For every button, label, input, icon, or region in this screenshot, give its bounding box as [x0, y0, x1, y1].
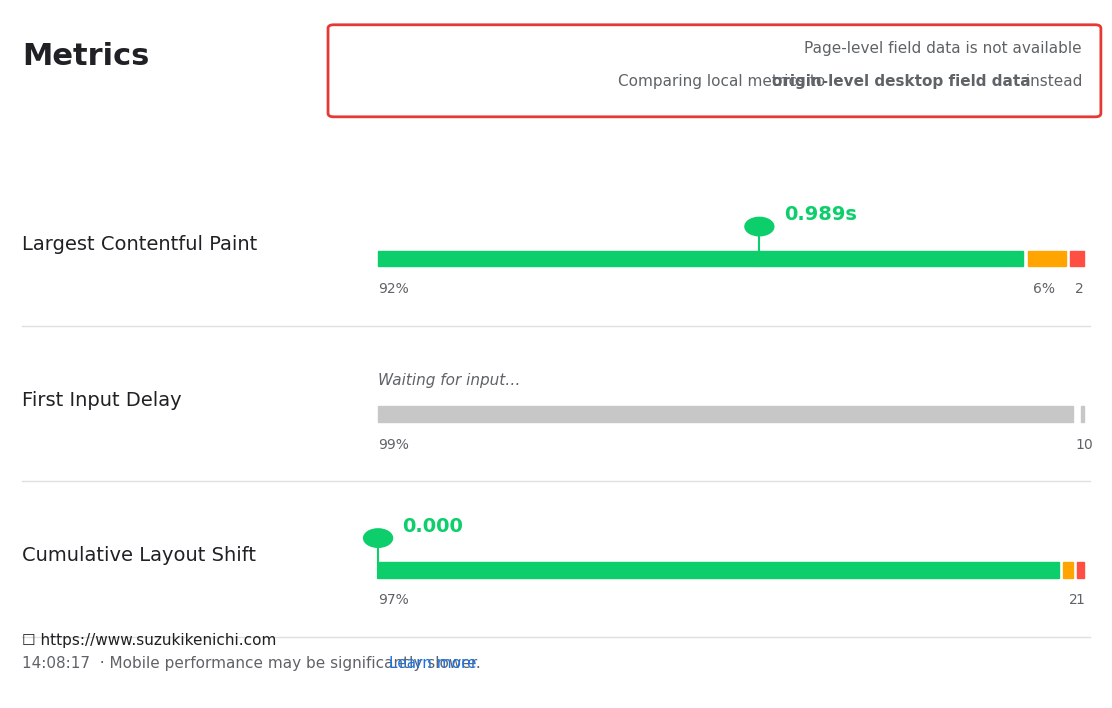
Text: Cumulative Layout Shift: Cumulative Layout Shift — [22, 547, 256, 565]
Text: instead: instead — [1021, 74, 1082, 89]
Text: 2: 2 — [1069, 593, 1078, 607]
Text: 2: 2 — [1075, 282, 1084, 296]
Text: 0: 0 — [1083, 438, 1092, 452]
Text: 92%: 92% — [378, 282, 409, 296]
Text: Comparing local metrics to: Comparing local metrics to — [618, 74, 831, 89]
Bar — [378, 251, 1023, 266]
Text: origin-level desktop field data: origin-level desktop field data — [772, 74, 1031, 89]
Circle shape — [364, 529, 393, 547]
Text: Largest Contentful Paint: Largest Contentful Paint — [22, 235, 258, 253]
FancyBboxPatch shape — [328, 25, 1101, 117]
Text: 6%: 6% — [1033, 282, 1055, 296]
Text: Metrics: Metrics — [22, 42, 150, 72]
Text: Waiting for input…: Waiting for input… — [378, 372, 520, 388]
Text: 1: 1 — [1075, 438, 1084, 452]
Bar — [1070, 251, 1084, 266]
Circle shape — [745, 217, 774, 236]
Bar — [1063, 562, 1073, 578]
Text: ☐ https://www.suzukikenichi.com: ☐ https://www.suzukikenichi.com — [22, 632, 277, 648]
Text: Learn more: Learn more — [389, 656, 477, 671]
Text: 97%: 97% — [378, 593, 409, 607]
Text: 0.000: 0.000 — [403, 517, 464, 535]
Bar — [378, 562, 1059, 578]
Bar — [1027, 251, 1065, 266]
Bar — [378, 406, 1073, 422]
Text: First Input Delay: First Input Delay — [22, 391, 182, 409]
Text: 0.989s: 0.989s — [784, 205, 856, 224]
Text: 1: 1 — [1075, 593, 1084, 607]
Bar — [1078, 562, 1084, 578]
Bar — [1081, 406, 1084, 422]
Text: 99%: 99% — [378, 438, 409, 452]
Text: 14:08:17  · Mobile performance may be significantly slower.: 14:08:17 · Mobile performance may be sig… — [22, 656, 486, 671]
Text: Page-level field data is not available: Page-level field data is not available — [804, 41, 1082, 56]
